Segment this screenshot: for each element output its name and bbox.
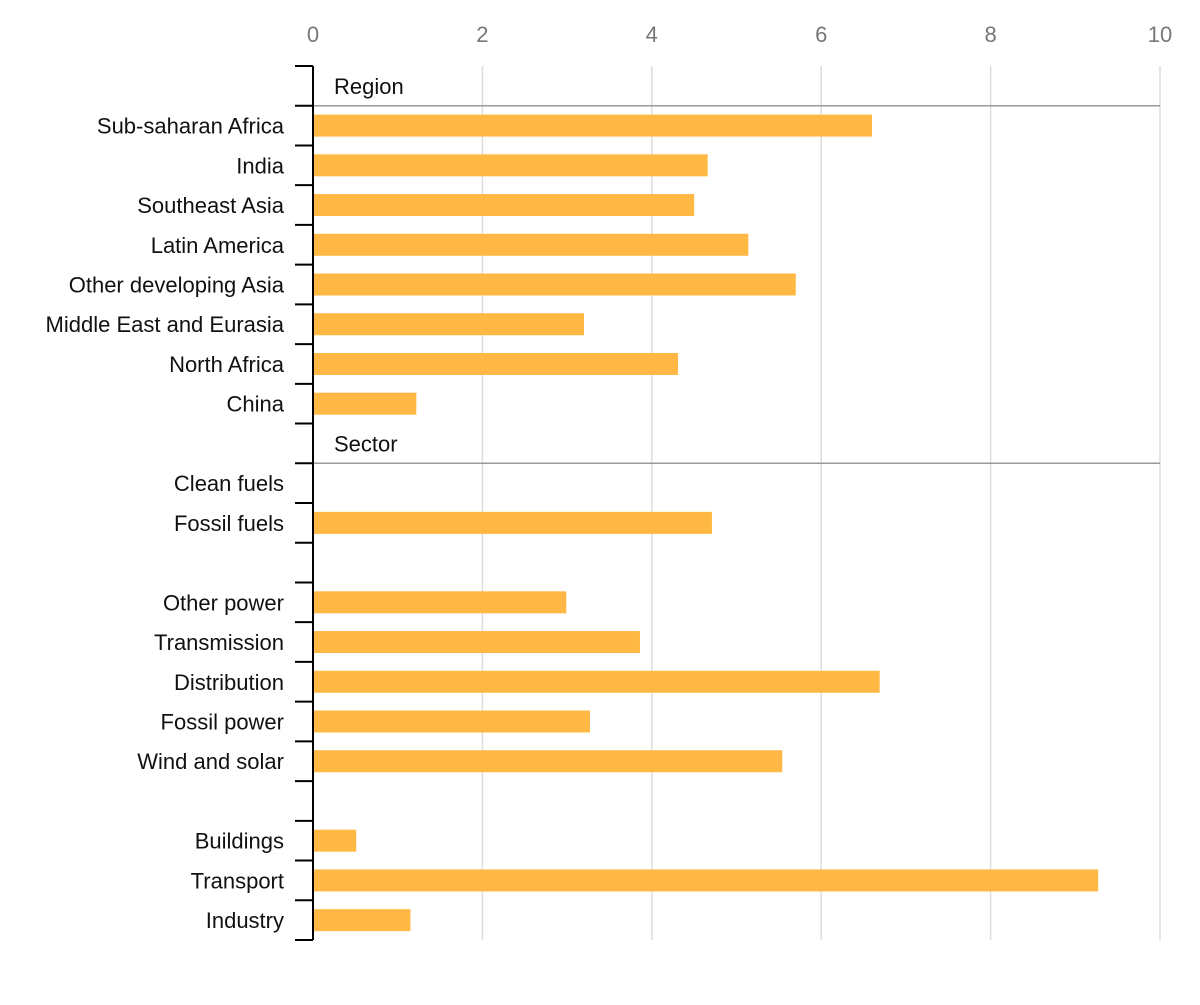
bar (313, 352, 679, 375)
x-tick-label: 0 (307, 22, 319, 47)
x-tick-label: 10 (1148, 22, 1172, 47)
category-label: Transmission (154, 630, 284, 655)
category-label: Other power (163, 590, 284, 615)
bar (313, 511, 712, 534)
category-label: North Africa (169, 352, 285, 377)
bar (313, 710, 590, 733)
bar (313, 631, 640, 654)
bar (313, 869, 1099, 892)
category-label: Fossil power (161, 710, 284, 735)
x-tick-label: 8 (984, 22, 996, 47)
bar (313, 909, 411, 932)
bar (313, 670, 880, 693)
bar (313, 114, 873, 137)
category-label: India (236, 153, 284, 178)
category-label: Latin America (151, 233, 285, 258)
x-tick-label: 4 (646, 22, 658, 47)
category-label: Southeast Asia (137, 193, 285, 218)
category-label: Middle East and Eurasia (46, 312, 285, 337)
bar (313, 154, 708, 177)
category-label: Clean fuels (174, 471, 284, 496)
bar (313, 194, 695, 217)
bar (313, 591, 567, 614)
category-label: Wind and solar (137, 749, 284, 774)
bar (313, 273, 796, 296)
bar (313, 233, 749, 256)
category-label: China (227, 392, 285, 417)
section-header: Region (334, 74, 404, 99)
category-label: Distribution (174, 670, 284, 695)
bar (313, 750, 783, 773)
x-tick-label: 6 (815, 22, 827, 47)
bar (313, 313, 585, 336)
category-label: Industry (206, 908, 284, 933)
x-tick-label: 2 (476, 22, 488, 47)
category-label: Fossil fuels (174, 511, 284, 536)
category-label: Buildings (195, 829, 284, 854)
category-label: Transport (191, 868, 284, 893)
category-label: Sub-saharan Africa (97, 114, 285, 139)
bar (313, 392, 417, 415)
bar (313, 829, 357, 852)
category-label: Other developing Asia (69, 273, 285, 298)
section-header: Sector (334, 431, 398, 456)
